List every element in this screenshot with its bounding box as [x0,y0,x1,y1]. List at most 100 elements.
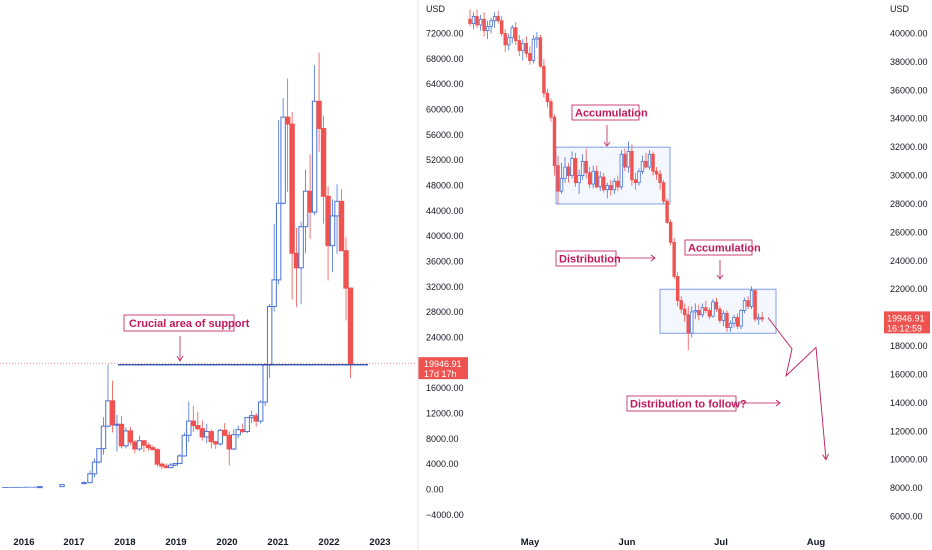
y-tick-label: −4000.00 [426,510,464,520]
candle [190,405,197,432]
candle-body [510,27,514,39]
candle [217,428,223,446]
candle-body [320,128,327,197]
candle-body [231,434,237,450]
candle [159,462,165,470]
candle-body [633,179,638,184]
candle [577,169,581,195]
candle-body [693,310,697,313]
candle [132,440,138,454]
candle-body [244,417,250,433]
y-tick-label: 10000.00 [890,455,928,465]
candle-body [517,40,521,51]
right-tag-countdown: 16:12:59 [887,323,922,333]
y-tick-label: 4000.00 [426,459,459,469]
annotation: Accumulation [571,104,648,147]
candle [492,12,497,28]
candle [127,426,134,446]
candle [742,297,747,314]
candle-body [531,38,536,61]
candle [168,462,174,469]
candle [598,171,602,192]
candle [690,306,694,338]
candle-body [87,473,93,484]
candle-body [217,429,223,445]
right-price-tag: 19946.91 16:12:59 [884,311,930,334]
candle [343,237,349,321]
candle-body [746,300,750,307]
candle [478,15,483,31]
candle [213,440,219,449]
candle-body [637,170,641,184]
candle [668,219,673,246]
candle-body [284,116,291,125]
projection-path [767,317,827,460]
candle-body [199,428,205,438]
candle [746,296,750,310]
annotation-arrowhead [650,254,656,262]
x-tick-label: 2018 [114,537,135,548]
candle-body [226,434,232,450]
y-tick-label: 32000.00 [426,282,464,292]
candle [521,39,525,61]
candle [311,65,318,216]
candle-body [496,16,500,22]
candle [644,152,648,169]
candle [81,481,87,485]
candle [154,448,161,467]
candle-body [580,160,585,176]
candle-body [59,484,65,488]
candle-body [168,464,174,469]
candle-body [598,176,602,188]
candle-body [280,116,286,204]
candle [640,155,645,175]
candle-body [186,420,192,436]
candle-body [612,180,617,191]
annotation-label: Accumulation [575,108,648,120]
candle [697,304,701,321]
candle-body [154,449,161,465]
candle-body [347,287,354,364]
candle [616,175,620,192]
candle [531,34,536,64]
x-tick-label: 2022 [318,537,339,548]
candle-body [240,429,246,433]
candle [316,52,322,152]
candle-body [163,465,170,469]
y-tick-label: 36000.00 [426,257,464,267]
candle [284,78,291,192]
candle-body [732,317,736,324]
candle [307,154,313,239]
candle-body [132,441,138,450]
candle [199,420,205,441]
candle [163,463,170,469]
candle [686,306,690,351]
candle [514,22,518,45]
candle [226,431,232,466]
candle-body [507,37,511,46]
candle [563,157,567,183]
y-tick-label: 24000.00 [890,256,928,266]
candle [626,141,631,173]
y-tick-label: 52000.00 [426,155,464,165]
candle-body [700,307,705,316]
y-tick-label: 38000.00 [890,57,928,67]
candle-body [545,92,550,103]
candle-body [114,423,120,426]
candle-body [293,252,300,269]
candle [535,32,539,48]
candle [566,162,571,183]
candle-body [697,310,701,316]
candle [711,299,715,318]
candle-body [725,312,729,328]
x-tick-label: Jun [619,537,636,548]
candle-body [742,300,747,311]
candle-body [602,176,606,191]
candle [665,198,669,224]
candle-body [760,317,764,320]
y-tick-label: 14000.00 [890,398,928,408]
candle [141,440,147,453]
candle [683,303,687,322]
candle-body [721,312,726,321]
candle-body [195,425,201,430]
